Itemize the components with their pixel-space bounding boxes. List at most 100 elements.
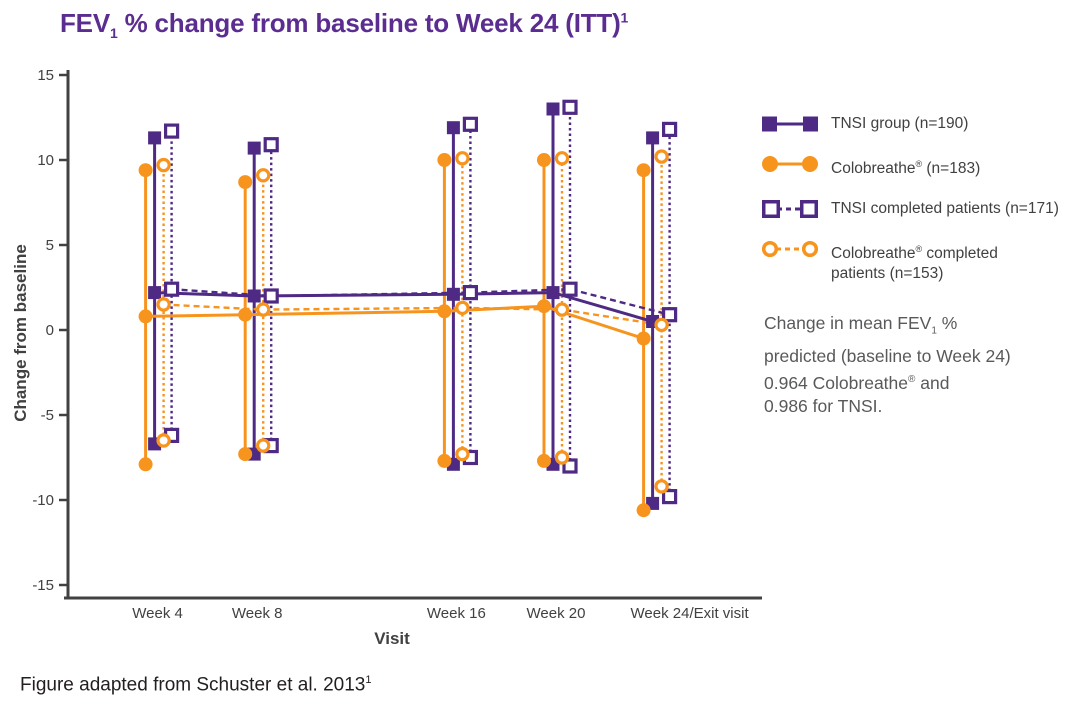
marker-filled-circle	[636, 503, 651, 518]
annotation-line2: predicted (baseline to Week 24)	[764, 345, 1011, 366]
legend-text: completed	[922, 245, 998, 263]
tnsi-open-square-swatch-icon	[762, 200, 818, 219]
annotation-line3-end: and	[915, 372, 950, 393]
annotation-subscript: 1	[931, 325, 937, 337]
marker-filled-circle	[437, 453, 452, 468]
figure-credit: Figure adapted from Schuster et al. 2013…	[20, 674, 372, 696]
marker-filled-circle	[238, 175, 253, 190]
annotation-line3: 0.964 Colobreathe	[764, 372, 908, 393]
marker-filled-circle	[537, 299, 551, 314]
marker-open-circle	[455, 300, 470, 316]
marker-filled-square	[546, 102, 560, 116]
marker-filled-circle	[636, 163, 651, 178]
mean-line	[171, 287, 670, 316]
title-fev: FEV	[60, 8, 110, 38]
marker-open-square	[462, 285, 478, 301]
legend-label-colobreathe-completed: Colobreathe® completed patients (n=153)	[831, 239, 998, 284]
credit-text: Figure adapted from Schuster et al. 2013	[20, 674, 366, 696]
x-axis-title: Visit	[374, 629, 410, 648]
x-tick-label: Week 24/Exit visit	[631, 605, 750, 622]
marker-filled-circle	[437, 304, 452, 319]
marker-filled-circle	[636, 331, 651, 346]
marker-open-circle	[455, 151, 470, 166]
marker-open-circle	[256, 168, 271, 183]
marker-filled-square	[546, 286, 560, 300]
marker-open-square	[562, 99, 578, 115]
credit-reference-mark: 1	[365, 674, 372, 686]
annotation-line4: 0.986 for TNSI.	[764, 396, 883, 417]
legend-text: Colobreathe	[831, 245, 916, 263]
legend-label-tnsi-completed: TNSI completed patients (n=171)	[831, 199, 1059, 219]
chart-legend: TNSI group (n=190) Colobreathe® (n=183) …	[762, 114, 1072, 284]
marker-open-square	[462, 116, 478, 132]
x-tick-label: Week 20	[527, 605, 586, 622]
marker-filled-circle	[537, 153, 551, 167]
marker-filled-square	[247, 141, 261, 155]
marker-open-circle	[554, 450, 570, 465]
legend-text: TNSI completed patients (n=171)	[831, 200, 1059, 218]
marker-open-circle	[654, 479, 669, 494]
mean-line	[163, 303, 662, 327]
marker-filled-circle	[537, 453, 551, 468]
marker-open-circle	[156, 157, 171, 173]
legend-text: Colobreathe	[831, 160, 916, 178]
marker-open-square	[263, 137, 279, 153]
marker-open-square	[562, 458, 578, 474]
marker-filled-square	[446, 287, 460, 301]
colobreathe-open-circle-swatch-icon	[762, 241, 818, 258]
marker-open-square	[661, 307, 678, 323]
legend-label-colobreathe: Colobreathe® (n=183)	[831, 154, 980, 179]
registered-mark: ®	[915, 159, 923, 169]
marker-filled-circle	[238, 307, 253, 322]
marker-filled-square	[247, 289, 261, 303]
marker-filled-circle	[138, 457, 153, 472]
y-tick-label: 15	[37, 67, 54, 84]
title-subscript: 1	[109, 25, 118, 42]
colobreathe-filled-circle-swatch-icon	[762, 156, 818, 172]
y-tick-label: 0	[46, 322, 54, 339]
marker-open-circle	[156, 297, 171, 312]
marker-filled-circle	[238, 447, 253, 462]
marker-open-square	[661, 121, 678, 138]
marker-filled-square	[148, 131, 162, 145]
title-reference-mark: 1	[620, 9, 629, 26]
tnsi-filled-square-swatch-icon	[762, 116, 818, 132]
legend-item-colobreathe: Colobreathe® (n=183)	[762, 154, 1072, 179]
legend-item-colobreathe-completed: Colobreathe® completed patients (n=153)	[762, 239, 1072, 284]
marker-filled-circle	[437, 153, 452, 167]
legend-item-tnsi-completed: TNSI completed patients (n=171)	[762, 199, 1072, 219]
annotation-line1-end: %	[936, 313, 958, 333]
marker-open-square	[263, 288, 279, 304]
marker-filled-circle	[138, 163, 153, 178]
registered-mark: ®	[908, 373, 916, 385]
marker-open-square	[562, 281, 578, 297]
x-tick-label: Week 16	[427, 605, 486, 622]
marker-open-circle	[654, 149, 669, 164]
registered-mark: ®	[915, 244, 923, 255]
y-tick-label: 10	[37, 152, 54, 169]
x-tick-label: Week 8	[232, 605, 283, 622]
legend-item-tnsi-group: TNSI group (n=190)	[762, 114, 1072, 134]
y-tick-label: -10	[32, 492, 54, 509]
legend-label-tnsi-group: TNSI group (n=190)	[831, 114, 968, 134]
marker-open-square	[661, 489, 678, 505]
marker-open-circle	[156, 433, 171, 448]
annotation-line1: Change in mean FEV	[764, 313, 932, 333]
marker-open-circle	[455, 446, 470, 462]
marker-open-circle	[256, 438, 271, 453]
annotation-text: Change in mean FEV1 % predicted (baselin…	[764, 311, 1066, 418]
marker-filled-square	[646, 131, 660, 145]
legend-text: patients (n=153)	[831, 265, 944, 283]
legend-text: (n=183)	[922, 160, 981, 178]
y-tick-label: -5	[41, 407, 54, 424]
marker-open-circle	[654, 317, 669, 333]
y-tick-label: -15	[32, 577, 54, 594]
x-tick-label: Week 4	[132, 605, 183, 622]
marker-open-square	[164, 281, 180, 297]
title-main: % change from baseline to Week 24 (ITT)	[117, 8, 621, 38]
marker-open-circle	[554, 151, 570, 166]
legend-text: TNSI group (n=190)	[831, 115, 969, 132]
marker-open-circle	[256, 302, 271, 317]
